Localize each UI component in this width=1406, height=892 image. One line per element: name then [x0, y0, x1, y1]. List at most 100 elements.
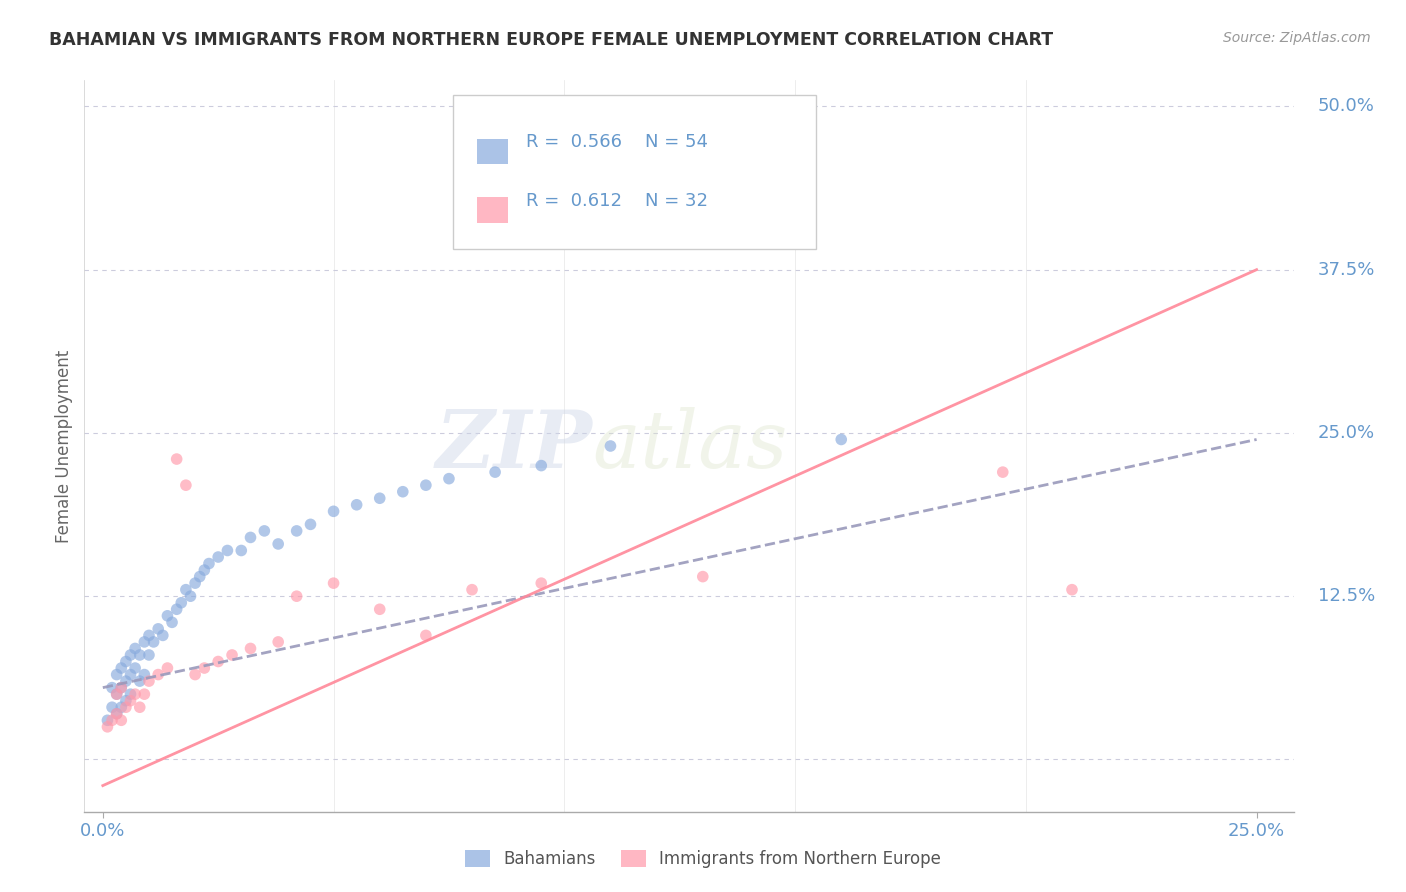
- Point: [221, 648, 243, 662]
- Text: 50.0%: 50.0%: [1317, 97, 1375, 115]
- Point: [346, 498, 368, 512]
- Point: [120, 687, 142, 701]
- Point: [120, 648, 142, 662]
- Point: [152, 628, 174, 642]
- Point: [166, 452, 188, 467]
- Point: [110, 714, 132, 728]
- Point: [830, 433, 852, 447]
- Point: [368, 602, 391, 616]
- Point: [415, 628, 437, 642]
- Point: [110, 661, 132, 675]
- Point: [120, 667, 142, 681]
- Point: [101, 700, 124, 714]
- Point: [461, 582, 484, 597]
- Text: atlas: atlas: [592, 408, 787, 484]
- Point: [134, 687, 156, 701]
- Point: [991, 465, 1014, 479]
- Point: [142, 635, 165, 649]
- Text: Source: ZipAtlas.com: Source: ZipAtlas.com: [1223, 31, 1371, 45]
- Point: [415, 478, 437, 492]
- Point: [160, 615, 183, 630]
- Legend: Bahamians, Immigrants from Northern Europe: Bahamians, Immigrants from Northern Euro…: [458, 843, 948, 875]
- FancyBboxPatch shape: [478, 139, 508, 164]
- Point: [193, 661, 215, 675]
- Text: BAHAMIAN VS IMMIGRANTS FROM NORTHERN EUROPE FEMALE UNEMPLOYMENT CORRELATION CHAR: BAHAMIAN VS IMMIGRANTS FROM NORTHERN EUR…: [49, 31, 1053, 49]
- Point: [156, 608, 179, 623]
- Point: [128, 674, 150, 689]
- Y-axis label: Female Unemployment: Female Unemployment: [55, 350, 73, 542]
- Point: [179, 589, 201, 603]
- Point: [174, 478, 197, 492]
- Point: [322, 576, 344, 591]
- Text: ZIP: ZIP: [436, 408, 592, 484]
- Point: [138, 648, 160, 662]
- Point: [174, 582, 197, 597]
- Point: [138, 674, 160, 689]
- Point: [124, 687, 146, 701]
- Point: [368, 491, 391, 506]
- Text: 12.5%: 12.5%: [1317, 587, 1375, 605]
- Point: [231, 543, 253, 558]
- Point: [253, 524, 276, 538]
- Point: [267, 537, 290, 551]
- Point: [115, 674, 138, 689]
- Point: [96, 714, 118, 728]
- Point: [115, 700, 138, 714]
- Point: [299, 517, 322, 532]
- Point: [207, 655, 229, 669]
- Point: [530, 576, 553, 591]
- Point: [484, 465, 506, 479]
- Point: [188, 569, 211, 583]
- Text: R =  0.566    N = 54: R = 0.566 N = 54: [526, 134, 707, 152]
- Point: [110, 681, 132, 695]
- Point: [115, 655, 138, 669]
- Point: [207, 549, 229, 564]
- Point: [148, 622, 170, 636]
- Point: [128, 648, 150, 662]
- Point: [96, 720, 118, 734]
- Point: [391, 484, 413, 499]
- Point: [170, 596, 193, 610]
- Point: [166, 602, 188, 616]
- Point: [217, 543, 239, 558]
- Point: [239, 530, 262, 544]
- Point: [156, 661, 179, 675]
- Point: [437, 472, 460, 486]
- FancyBboxPatch shape: [478, 197, 508, 223]
- Point: [128, 700, 150, 714]
- Point: [110, 700, 132, 714]
- Point: [105, 706, 128, 721]
- Point: [599, 439, 621, 453]
- Text: 25.0%: 25.0%: [1317, 424, 1375, 442]
- Text: 37.5%: 37.5%: [1317, 260, 1375, 278]
- Point: [105, 687, 128, 701]
- Point: [124, 661, 146, 675]
- Point: [115, 694, 138, 708]
- Point: [105, 706, 128, 721]
- Point: [101, 714, 124, 728]
- Point: [193, 563, 215, 577]
- FancyBboxPatch shape: [453, 95, 815, 249]
- Point: [285, 524, 308, 538]
- Text: R =  0.612    N = 32: R = 0.612 N = 32: [526, 192, 707, 210]
- Point: [198, 557, 221, 571]
- Point: [105, 687, 128, 701]
- Point: [138, 628, 160, 642]
- Point: [692, 569, 714, 583]
- Point: [322, 504, 344, 518]
- Point: [285, 589, 308, 603]
- Point: [110, 681, 132, 695]
- Point: [120, 694, 142, 708]
- Point: [1060, 582, 1083, 597]
- Point: [184, 667, 207, 681]
- Point: [101, 681, 124, 695]
- Point: [239, 641, 262, 656]
- Point: [105, 667, 128, 681]
- Point: [134, 667, 156, 681]
- Point: [267, 635, 290, 649]
- Point: [124, 641, 146, 656]
- Point: [134, 635, 156, 649]
- Point: [530, 458, 553, 473]
- Point: [599, 178, 621, 192]
- Point: [184, 576, 207, 591]
